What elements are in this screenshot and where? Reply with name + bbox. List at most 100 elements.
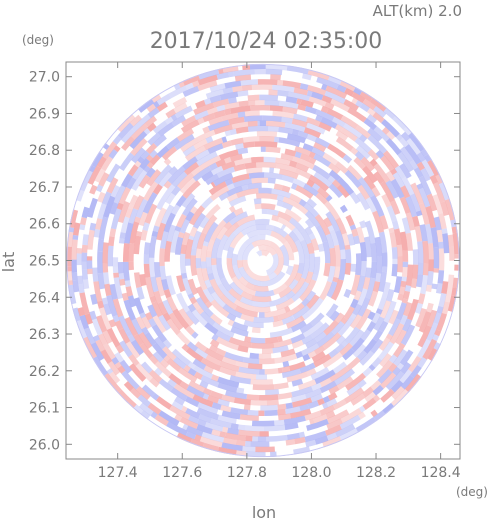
- radar-echo-cell: [257, 79, 278, 86]
- radar-echo-cell: [278, 126, 293, 135]
- radar-echo-cell: [409, 159, 419, 170]
- radar-echo-cell: [304, 430, 327, 443]
- radar-echo-cell: [334, 161, 349, 174]
- radar-echo-cell: [103, 195, 116, 218]
- radar-echo-cell: [357, 297, 371, 317]
- radar-echo-cell: [305, 439, 317, 448]
- radar-echo-cell: [145, 142, 158, 155]
- radar-echo-cell: [161, 145, 178, 161]
- radar-echo-cell: [330, 98, 350, 112]
- radar-echo-cell: [379, 300, 392, 319]
- radar-echo-cell: [388, 363, 398, 373]
- radar-echo-cell: [389, 168, 398, 176]
- radar-echo-cell: [344, 262, 352, 276]
- radar-echo-cell: [250, 295, 272, 303]
- radar-echo-cell: [190, 166, 202, 177]
- radar-echo-cell: [314, 435, 329, 445]
- radar-echo-cell: [255, 224, 267, 231]
- radar-echo-cell: [363, 236, 372, 258]
- radar-echo-cell: [130, 137, 148, 156]
- radar-echo-cell: [238, 266, 247, 277]
- radar-echo-cell: [277, 306, 301, 321]
- radar-echo-cell: [289, 193, 302, 204]
- radar-echo-cell: [418, 311, 432, 333]
- radar-echo-cell: [314, 136, 330, 149]
- radar-echo-cell: [322, 351, 343, 369]
- radar-echo-cell: [414, 302, 423, 314]
- radar-echo-cell: [143, 254, 150, 264]
- radar-echo-cell: [350, 147, 359, 156]
- radar-echo-cell: [193, 102, 215, 116]
- radar-echo-cell: [304, 218, 315, 229]
- radar-echo-cell: [407, 355, 422, 373]
- radar-echo-cell: [230, 137, 244, 146]
- radar-echo-cell: [186, 385, 205, 399]
- radar-echo-cell: [160, 358, 170, 369]
- radar-echo-cell: [400, 280, 407, 288]
- radar-echo-cell: [233, 68, 255, 77]
- radar-echo-cell: [77, 275, 84, 285]
- radar-echo-cell: [268, 271, 278, 281]
- radar-echo-cell: [211, 402, 222, 410]
- radar-echo-cell: [349, 329, 365, 347]
- radar-echo-cell: [415, 210, 423, 217]
- radar-echo-cell: [168, 85, 188, 99]
- y-tick-label: 26.9: [29, 106, 60, 122]
- radar-echo-cell: [299, 322, 314, 334]
- radar-echo-cell: [211, 264, 223, 286]
- radar-echo-cell: [284, 148, 297, 157]
- radar-echo-cell: [258, 312, 265, 318]
- radar-echo-cell: [392, 115, 407, 130]
- radar-echo-cell: [174, 225, 182, 232]
- radar-echo-cell: [335, 343, 345, 353]
- radar-echo-cell: [210, 299, 230, 318]
- radar-echo-cell: [422, 338, 437, 360]
- radar-echo-cell: [367, 149, 380, 161]
- radar-echo-cell: [328, 183, 344, 198]
- radar-echo-cell: [102, 343, 116, 360]
- radar-echo-cell: [397, 151, 414, 173]
- radar-echo-cell: [145, 311, 153, 321]
- radar-echo-cell: [173, 383, 195, 400]
- radar-echo-cell: [271, 214, 280, 222]
- radar-echo-cell: [213, 124, 233, 135]
- radar-echo-cell: [234, 142, 244, 150]
- radar-echo-cell: [380, 372, 397, 389]
- radar-echo-cell: [302, 183, 319, 197]
- radar-echo-cell: [112, 266, 119, 274]
- radar-echo-cell: [268, 89, 278, 96]
- radar-echo-cell: [266, 434, 288, 442]
- radar-echo-cell: [416, 151, 426, 163]
- radar-echo-cell: [244, 425, 264, 432]
- radar-echo-cell: [114, 320, 124, 331]
- radar-echo-cell: [210, 291, 226, 308]
- radar-echo-cell: [418, 202, 431, 225]
- radar-echo-cell: [420, 148, 429, 157]
- radar-echo-cell: [374, 273, 382, 283]
- radar-echo-cell: [355, 308, 372, 330]
- radar-echo-cell: [362, 98, 377, 111]
- radar-echo-cell: [427, 347, 439, 362]
- radar-echo-cell: [151, 301, 163, 318]
- radar-echo-cell: [102, 242, 109, 264]
- radar-echo-cell: [208, 180, 228, 196]
- radar-echo-cell: [426, 309, 438, 328]
- radar-echo-cell: [150, 411, 158, 419]
- radar-echo-cell: [290, 333, 306, 344]
- radar-echo-cell: [162, 299, 174, 315]
- radar-echo-cell: [326, 418, 343, 430]
- radar-echo-cell: [217, 446, 237, 456]
- radar-echo-cell: [438, 293, 447, 308]
- radar-echo-cell: [270, 230, 288, 245]
- radar-echo-cell: [249, 352, 259, 359]
- radar-echo-cell: [325, 194, 333, 202]
- radar-echo-cell: [288, 217, 305, 233]
- radar-echo-cell: [197, 74, 218, 86]
- radar-echo-cell: [417, 325, 432, 348]
- radar-echo-cell: [295, 162, 310, 173]
- radar-echo-cell: [313, 141, 327, 153]
- radar-echo-cell: [307, 350, 317, 359]
- radar-echo-cell: [266, 120, 286, 128]
- radar-echo-cell: [306, 297, 324, 316]
- radar-echo-cell: [149, 355, 159, 365]
